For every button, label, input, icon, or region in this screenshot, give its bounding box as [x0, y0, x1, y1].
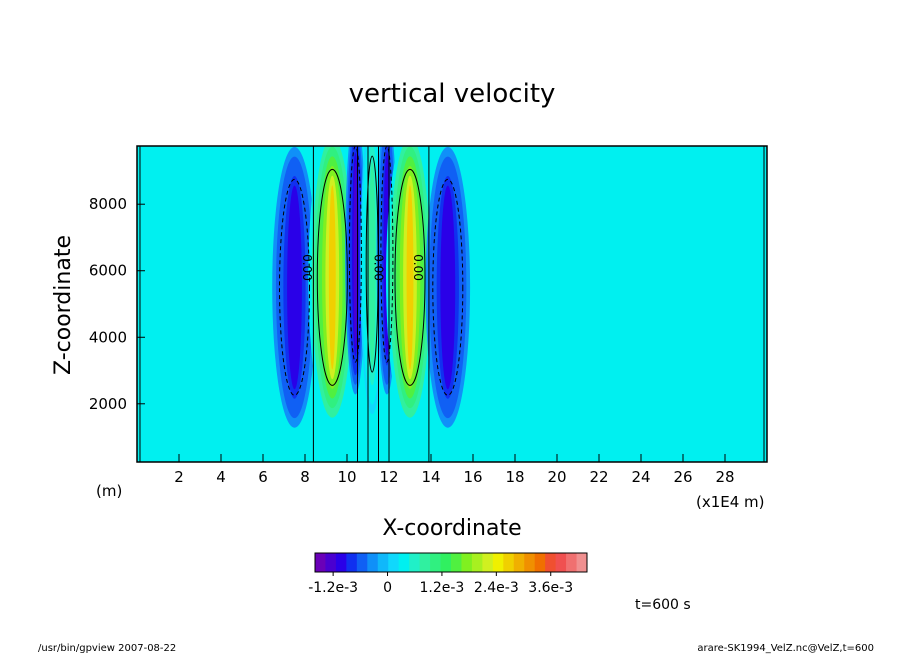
contour-ring	[432, 178, 464, 396]
footer-right: arare-SK1994_VelZ.nc@VelZ,t=600	[697, 643, 874, 654]
y-tick-label: 8000	[89, 195, 127, 213]
field-band	[406, 185, 414, 370]
plot-area: 0.00 0.00 0.00	[136, 145, 768, 463]
colorbar-label: 3.6e-3	[528, 580, 573, 596]
x-tick-label: 24	[631, 468, 650, 486]
x-tick-label: 6	[258, 468, 268, 486]
colorbar-swatch	[524, 553, 536, 572]
colorbar-swatch	[534, 553, 546, 572]
contour-label: 0.00	[371, 254, 385, 281]
x-tick-label: 18	[505, 468, 524, 486]
colorbar-label: 2.4e-3	[474, 580, 519, 596]
colorbar-swatch	[513, 553, 525, 572]
y-tick-label: 6000	[89, 262, 127, 280]
contour-ring	[365, 155, 379, 373]
y-tick-label: 2000	[89, 395, 127, 413]
colorbar-swatch	[409, 553, 421, 572]
field-band	[290, 195, 299, 380]
x-tick-label: 2	[174, 468, 184, 486]
x-tick-label: 10	[337, 468, 356, 486]
footer-left: /usr/bin/gpview 2007-08-22	[38, 643, 176, 654]
x-tick-label: 4	[216, 468, 226, 486]
colorbar-swatch	[440, 553, 452, 572]
x-tick-label: 26	[673, 468, 692, 486]
colorbar-swatch	[430, 553, 442, 572]
field-band	[328, 185, 336, 370]
contour-ring	[279, 178, 310, 396]
colorbar-swatch	[325, 553, 337, 572]
colorbar-swatch	[451, 553, 462, 572]
contour-ring	[316, 168, 348, 386]
y-axis-label: Z-coordinate	[51, 235, 76, 375]
colorbar-swatch	[388, 553, 400, 572]
colorbar-swatch	[346, 553, 358, 572]
contour-lines: 0.00 0.00 0.00	[139, 146, 765, 462]
colorbar-swatch	[398, 553, 410, 572]
contour-label: 0.00	[411, 254, 425, 281]
colorbar-label: 1.2e-3	[420, 580, 465, 596]
x-axis-multiplier: (x1E4 m)	[696, 493, 765, 511]
x-axis-ticks: 2 4 6 8 10 12 14 16 18 20 22 24 26 28	[174, 454, 735, 486]
x-axis-unit: (m)	[96, 482, 122, 500]
colorbar-labels: -1.2e-3 0 1.2e-3 2.4e-3 3.6e-3	[308, 572, 573, 596]
x-axis-label: X-coordinate	[382, 516, 521, 541]
field-feature	[425, 147, 471, 428]
contour-label: 0.00	[300, 254, 314, 281]
colorbar-swatch	[356, 553, 368, 572]
colorbar-frame	[314, 552, 588, 573]
colorbar-label: -1.2e-3	[308, 580, 358, 596]
plot-frame	[136, 145, 768, 463]
y-tick-label: 4000	[89, 328, 127, 346]
colorbar-swatch	[471, 553, 483, 572]
x-tick-label: 20	[547, 468, 566, 486]
field-band	[444, 195, 452, 380]
field-band	[353, 161, 358, 347]
colorbar-label: 0	[383, 580, 392, 596]
colorbar-swatch	[576, 553, 588, 572]
colorbar-swatch	[315, 553, 326, 572]
colorbar-swatch	[461, 553, 473, 572]
x-tick-label: 8	[300, 468, 310, 486]
colorbar-swatch	[545, 553, 557, 572]
contour-ring	[394, 168, 426, 386]
x-tick-label: 16	[463, 468, 482, 486]
colorbar-swatch	[377, 553, 389, 572]
x-tick-label: 28	[715, 468, 734, 486]
x-tick-label: 12	[379, 468, 398, 486]
colorbar-swatch	[367, 553, 379, 572]
colorbar	[314, 552, 588, 573]
y-axis-ticks: 2000 4000 6000 8000	[89, 195, 145, 413]
x-tick-label: 22	[589, 468, 608, 486]
colorbar-swatch	[419, 553, 431, 572]
colorbar-swatch	[492, 553, 504, 572]
chart-title: vertical velocity	[349, 79, 556, 109]
colorbar-swatch	[555, 553, 567, 572]
field-band	[370, 171, 374, 357]
colorbar-swatch	[503, 553, 515, 572]
x-tick-label: 14	[421, 468, 440, 486]
colorbar-swatch	[482, 553, 494, 572]
colorbar-swatch	[566, 553, 578, 572]
colorbar-swatch	[335, 553, 347, 572]
time-label: t=600 s	[635, 597, 691, 613]
